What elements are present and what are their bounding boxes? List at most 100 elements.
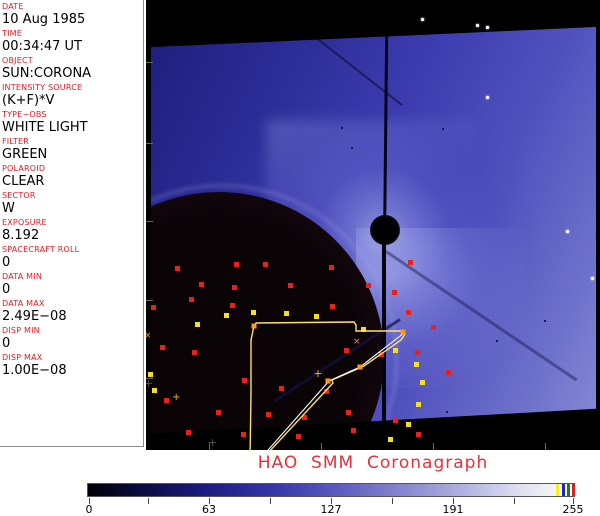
colorbar-tick-label: 191	[442, 503, 464, 516]
metadata-value: 8.192	[2, 228, 40, 243]
metadata-key: TIME	[2, 29, 23, 38]
colorbar-gradient	[87, 483, 575, 497]
feature-marker-yellow	[152, 388, 157, 393]
feature-marker-red	[324, 389, 329, 394]
metadata-value: (K+F)*V	[2, 93, 55, 108]
vignette-left-band	[146, 0, 151, 450]
metadata-value: 0	[2, 336, 11, 351]
feature-marker-yellow	[284, 311, 289, 316]
feature-marker-red	[279, 386, 284, 391]
feature-marker-red	[415, 350, 420, 355]
metadata-key: DISP MAX	[2, 353, 43, 362]
feature-marker-yellow	[251, 310, 256, 315]
colorbar-major-tick	[88, 498, 90, 504]
feature-marker-yellow	[406, 422, 411, 427]
feature-marker-red	[241, 432, 246, 437]
colorbar-green-index	[567, 484, 571, 496]
feature-marker-red	[296, 434, 301, 439]
axis-tick-bottom	[209, 443, 210, 450]
metadata-value: WHITE LIGHT	[2, 120, 88, 135]
star-point	[486, 96, 489, 99]
metadata-value: CLEAR	[2, 174, 45, 189]
metadata-value: 00:34:47 UT	[2, 39, 82, 54]
colorbar-minor-tick	[148, 498, 149, 504]
metadata-value: 0	[2, 282, 11, 297]
feature-marker-red	[346, 410, 351, 415]
colorbar-major-tick	[331, 498, 332, 504]
star-point	[476, 24, 479, 27]
colorbar[interactable]: 0 63 127 191 255	[85, 483, 584, 516]
metadata-row: TIME 00:34:47 UT	[2, 29, 143, 54]
colorbar-major-tick	[209, 498, 210, 504]
colorbar-blue-index	[561, 484, 565, 496]
metadata-row: INTENSITY SOURCE (K+F)*V	[2, 83, 143, 108]
feature-marker-red	[192, 350, 197, 355]
metadata-key: SPACECRAFT ROLL	[2, 245, 80, 254]
feature-marker-x: ×	[353, 337, 361, 347]
feature-marker-yellow	[393, 348, 398, 353]
metadata-row: DATE 10 Aug 1985	[2, 2, 143, 27]
axis-tick-bottom	[433, 443, 434, 450]
feature-marker-red	[242, 378, 247, 383]
feature-marker-red	[160, 345, 165, 350]
central-occulter	[370, 215, 400, 245]
feature-marker-red	[164, 398, 169, 403]
metadata-row: OBJECT SUN:CORONA	[2, 56, 143, 81]
colorbar-minor-tick	[392, 498, 393, 504]
metadata-row: DISP MIN 0	[2, 326, 143, 351]
metadata-value: W	[2, 201, 15, 216]
metadata-value: GREEN	[2, 147, 48, 162]
coronagraph-image-view[interactable]: × × + + + +	[146, 0, 600, 450]
colorbar-tick-label: 127	[320, 503, 342, 516]
feature-marker-red	[329, 265, 334, 270]
feature-marker-yellow	[416, 402, 421, 407]
colorbar-red-index	[572, 484, 576, 496]
colorbar-tick-label: 0	[85, 503, 93, 516]
metadata-value: 10 Aug 1985	[2, 12, 86, 27]
feature-marker-red	[446, 370, 451, 375]
colorbar-major-tick	[453, 498, 454, 504]
metadata-value: 1.00E−08	[2, 363, 67, 378]
feature-marker-red	[151, 305, 156, 310]
metadata-row: FILTER GREEN	[2, 137, 143, 162]
feature-marker-red	[234, 262, 239, 267]
metadata-key: SECTOR	[2, 191, 36, 200]
feature-marker-yellow	[314, 314, 319, 319]
axis-tick-left	[146, 62, 153, 63]
feature-marker-red	[189, 297, 194, 302]
dust-speck	[351, 147, 353, 149]
feature-marker-red	[199, 282, 204, 287]
feature-marker-yellow	[148, 372, 153, 377]
colorbar-major-tick	[573, 498, 575, 504]
feature-marker-red	[392, 290, 397, 295]
metadata-row: DATA MIN 0	[2, 272, 143, 297]
feature-marker-yellow	[224, 313, 229, 318]
metadata-key: INTENSITY SOURCE	[2, 83, 83, 92]
feature-marker-red	[408, 260, 413, 265]
metadata-row: POLAROID CLEAR	[2, 164, 143, 189]
metadata-key: DATA MIN	[2, 272, 42, 281]
feature-marker-plus: +	[172, 392, 181, 403]
axis-tick-left	[146, 378, 153, 379]
dust-speck	[496, 340, 498, 342]
feature-marker-red	[351, 428, 356, 433]
metadata-value: 0	[2, 255, 11, 270]
metadata-panel: DATE 10 Aug 1985 TIME 00:34:47 UT OBJECT SUN:…	[0, 0, 144, 447]
vignette-right-band	[596, 0, 600, 450]
axis-tick-bottom	[545, 443, 546, 450]
metadata-key: DATE	[2, 2, 24, 11]
axis-tick-bottom	[321, 443, 322, 450]
star-point	[566, 230, 569, 233]
feature-marker-red	[266, 412, 271, 417]
feature-marker-red	[232, 285, 237, 290]
feature-marker-red	[175, 266, 180, 271]
feature-marker-yellow	[420, 380, 425, 385]
metadata-row: DATA MAX 2.49E−08	[2, 299, 143, 324]
metadata-key: EXPOSURE	[2, 218, 47, 227]
star-point	[421, 18, 424, 21]
feature-marker-red	[230, 303, 235, 308]
axis-tick-left	[146, 221, 153, 222]
feature-marker-red	[431, 325, 436, 330]
metadata-key: OBJECT	[2, 56, 33, 65]
feature-marker-red	[344, 348, 349, 353]
